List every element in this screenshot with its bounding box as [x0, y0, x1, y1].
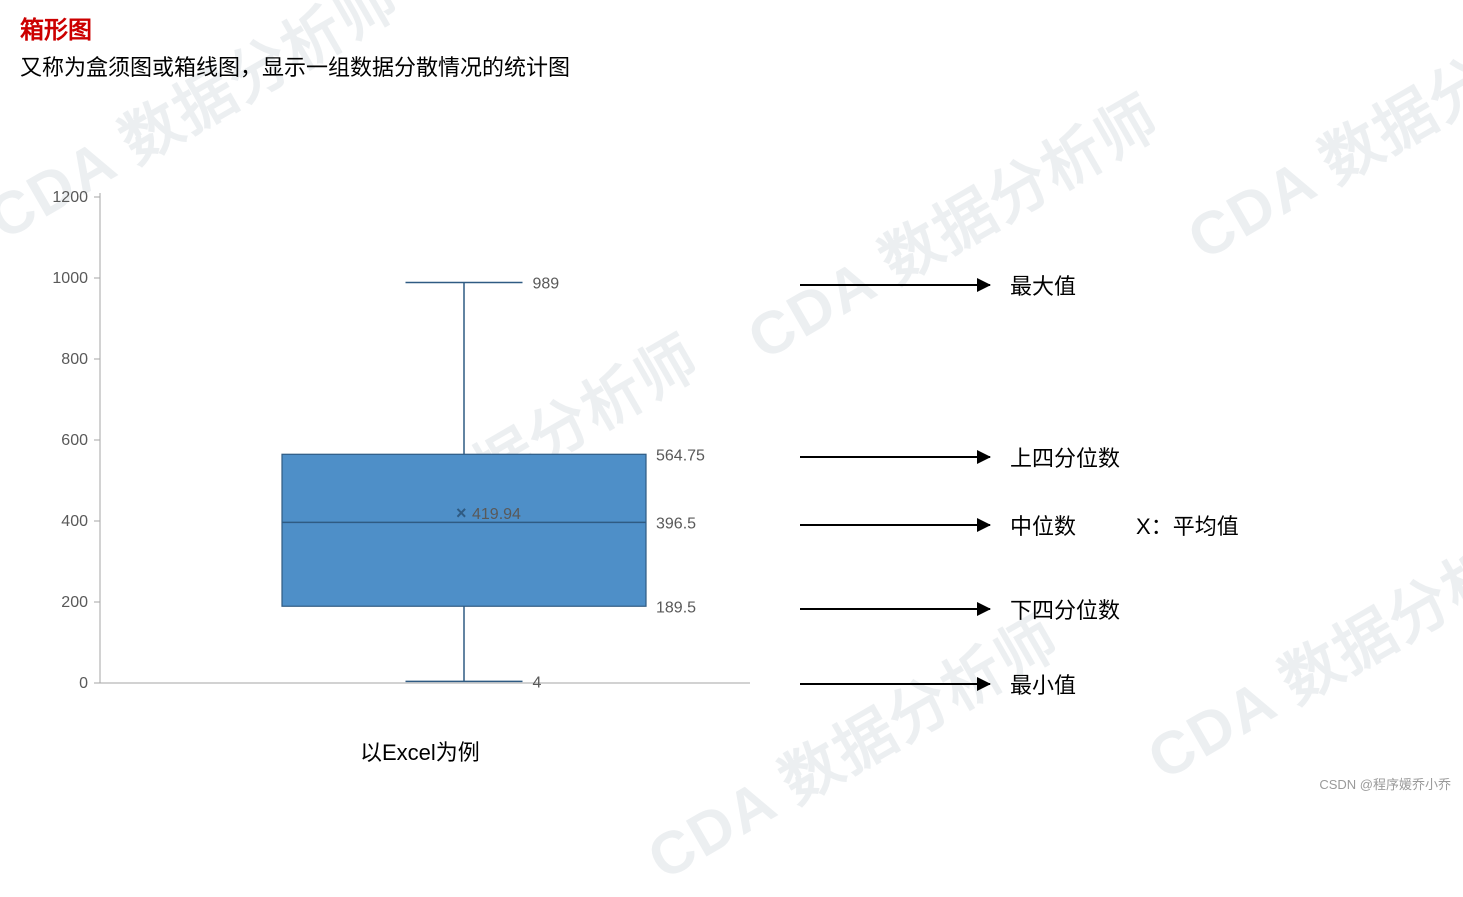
legend-row-q3: 上四分位数 [800, 441, 1120, 473]
chart-title: 箱形图 [20, 10, 92, 45]
legend-row-q1: 下四分位数 [800, 593, 1120, 625]
svg-text:1000: 1000 [52, 270, 88, 287]
legend-label-q3: 上四分位数 [1010, 441, 1120, 473]
svg-text:×: × [456, 503, 467, 523]
legend-row-min: 最小值 [800, 668, 1076, 700]
svg-text:419.94: 419.94 [472, 506, 521, 523]
legend-column: 最大值上四分位数中位数X：平均值下四分位数最小值 [800, 185, 1440, 695]
legend-label-max: 最大值 [1010, 269, 1076, 301]
footer-credit: CSDN @程序媛乔小乔 [1319, 774, 1451, 793]
svg-text:189.5: 189.5 [656, 599, 696, 616]
arrow-icon [800, 524, 990, 526]
arrow-icon [800, 284, 990, 286]
chart-caption: 以Excel为例 [360, 735, 480, 767]
svg-text:400: 400 [61, 513, 88, 530]
boxplot-chart: 0 200 400 600 800 1000 1200 × 419.94 989 564.75 396… [40, 185, 760, 695]
svg-text:1200: 1200 [52, 189, 88, 206]
boxplot-svg: 0 200 400 600 800 1000 1200 × 419.94 989 564.75 396… [40, 185, 760, 695]
arrow-icon [800, 683, 990, 685]
chart-subtitle: 又称为盒须图或箱线图，显示一组数据分散情况的统计图 [20, 50, 570, 82]
svg-text:396.5: 396.5 [656, 515, 696, 532]
svg-text:564.75: 564.75 [656, 447, 705, 464]
svg-text:800: 800 [61, 351, 88, 368]
svg-text:0: 0 [79, 675, 88, 692]
legend-row-median: 中位数 X：平均值 [800, 509, 1239, 541]
svg-text:600: 600 [61, 432, 88, 449]
arrow-icon [800, 456, 990, 458]
legend-label-q1: 下四分位数 [1010, 593, 1120, 625]
svg-text:4: 4 [533, 674, 542, 691]
legend-row-max: 最大值 [800, 269, 1076, 301]
svg-text:200: 200 [61, 594, 88, 611]
legend-label-min: 最小值 [1010, 668, 1076, 700]
arrow-icon [800, 608, 990, 610]
legend-extra-median: X：平均值 [1136, 509, 1239, 541]
svg-text:989: 989 [533, 275, 560, 292]
legend-label-median: 中位数 [1010, 509, 1076, 541]
